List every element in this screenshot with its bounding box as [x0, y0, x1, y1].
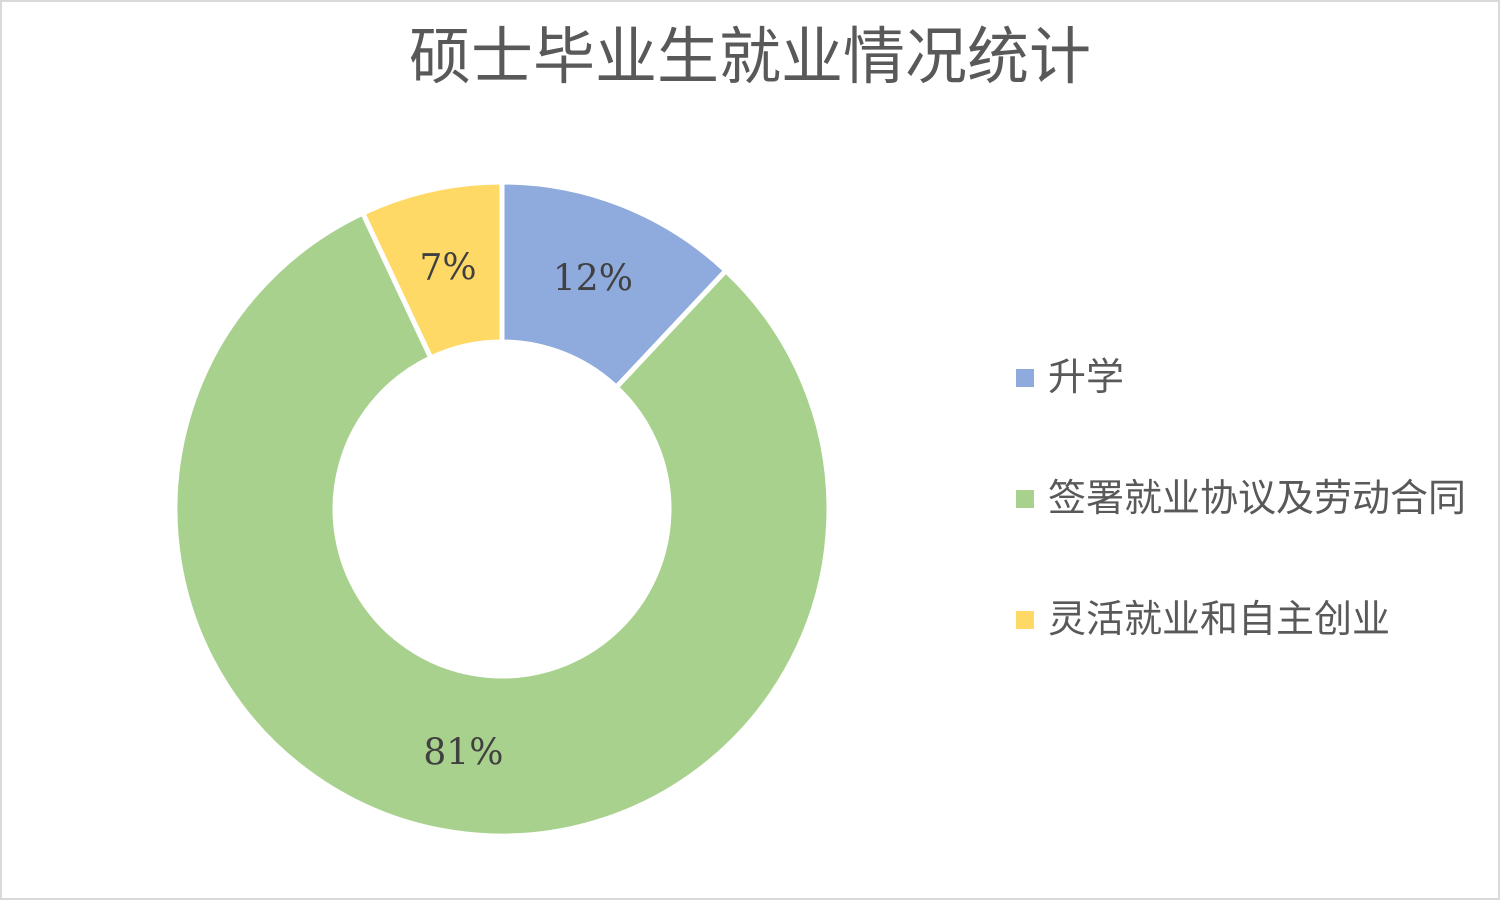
legend-item-linghuo-jiuye[interactable]: 灵活就业和自主创业 [1016, 594, 1466, 646]
legend-item-label: 签署就业协议及劳动合同 [1048, 476, 1467, 521]
legend-item-label: 灵活就业和自主创业 [1048, 597, 1391, 642]
legend-item-qianshu-xieyi[interactable]: 签署就业协议及劳动合同 [1016, 473, 1466, 525]
legend-item-shengxue[interactable]: 升学 [1016, 352, 1466, 404]
donut-slice-1[interactable] [499, 179, 729, 390]
legend: 升学 签署就业协议及劳动合同 灵活就业和自主创业 [1016, 352, 1466, 715]
donut-slice-3[interactable] [360, 179, 505, 361]
chart-title: 硕士毕业生就业情况统计 [408, 20, 1091, 93]
legend-swatch-yellow-icon [1016, 611, 1034, 629]
legend-swatch-green-icon [1016, 490, 1034, 508]
donut-slice-2[interactable] [172, 210, 832, 839]
legend-swatch-blue-icon [1016, 369, 1034, 387]
legend-item-label: 升学 [1048, 355, 1125, 400]
